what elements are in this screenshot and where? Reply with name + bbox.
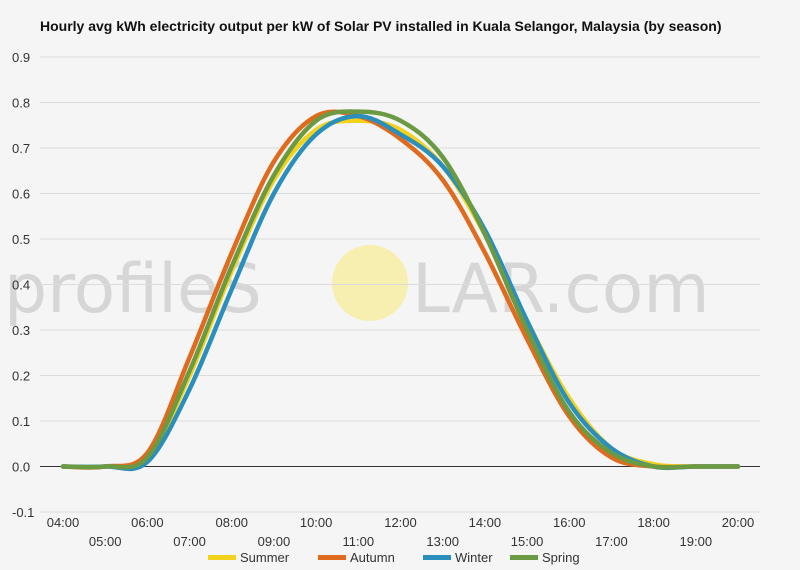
y-tick-label: 0.0 xyxy=(12,460,30,475)
legend-swatch-winter xyxy=(423,555,451,560)
gridlines xyxy=(40,56,760,513)
legend-label-summer: Summer xyxy=(240,550,290,565)
x-tick-label: 05:00 xyxy=(89,534,122,549)
legend-label-spring: Spring xyxy=(542,550,580,565)
chart-title: Hourly avg kWh electricity output per kW… xyxy=(40,18,722,34)
x-tick-label: 18:00 xyxy=(637,515,670,530)
watermark-sun-icon xyxy=(332,245,408,321)
y-tick-label: 0.7 xyxy=(12,141,30,156)
legend-swatch-summer xyxy=(208,555,236,560)
y-tick-label: 0.9 xyxy=(12,50,30,65)
x-tick-label: 11:00 xyxy=(343,534,375,549)
y-tick-label: 0.4 xyxy=(12,278,30,293)
legend-swatch-autumn xyxy=(318,555,346,560)
x-tick-label: 12:00 xyxy=(384,515,417,530)
legend-label-autumn: Autumn xyxy=(350,550,395,565)
y-tick-label: 0.8 xyxy=(12,96,30,111)
legend-swatch-spring xyxy=(510,555,538,560)
x-tick-label: 07:00 xyxy=(173,534,206,549)
x-tick-label: 19:00 xyxy=(680,534,713,549)
x-tick-label: 09:00 xyxy=(258,534,291,549)
y-tick-label: -0.1 xyxy=(12,505,34,520)
series-line-spring xyxy=(60,109,741,470)
y-tick-label: 0.6 xyxy=(12,187,30,202)
y-tick-label: 0.5 xyxy=(12,232,30,247)
watermark-text-right: LAR.com xyxy=(412,250,710,329)
y-tick-label: 0.3 xyxy=(12,323,30,338)
x-tick-label: 04:00 xyxy=(47,515,80,530)
series-lines xyxy=(60,109,741,472)
x-tick-label: 13:00 xyxy=(426,534,459,549)
x-tick-label: 10:00 xyxy=(300,515,333,530)
legend-label-winter: Winter xyxy=(455,550,493,565)
watermark: profileS LAR.com xyxy=(4,245,710,329)
y-tick-label: 0.2 xyxy=(12,369,30,384)
y-tick-label: 0.1 xyxy=(12,414,30,429)
x-tick-label: 14:00 xyxy=(469,515,502,530)
legend: Summer Autumn Winter Spring xyxy=(208,550,580,565)
y-axis: -0.1 0.0 0.1 0.2 0.3 0.4 0.5 0.6 0.7 0.8 0.9 xyxy=(12,50,34,520)
x-axis: 04:00 05:00 06:00 07:00 08:00 09:00 10:00 11:00… xyxy=(47,515,755,549)
series-line-winter xyxy=(60,113,741,472)
x-tick-label: 15:00 xyxy=(511,534,544,549)
x-tick-label: 06:00 xyxy=(131,515,164,530)
x-tick-label: 17:00 xyxy=(595,534,628,549)
series-line-autumn xyxy=(60,109,741,470)
x-tick-label: 08:00 xyxy=(215,515,248,530)
x-tick-label: 16:00 xyxy=(553,515,586,530)
x-tick-label: 20:00 xyxy=(722,515,755,530)
